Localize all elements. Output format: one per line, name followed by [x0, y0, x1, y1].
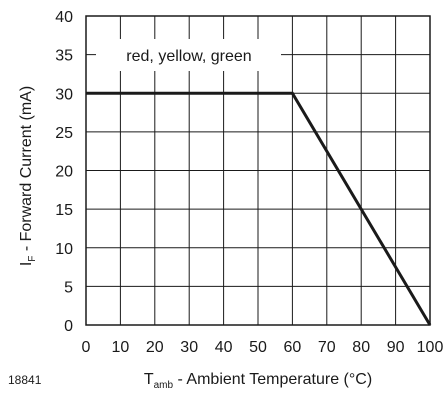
series-line	[86, 91, 432, 326]
annotation-label: red, yellow, green	[126, 48, 251, 65]
x-tick-label: 50	[249, 339, 267, 356]
x-tick-label: 0	[82, 339, 91, 356]
grid	[86, 16, 430, 325]
x-tick-label: 10	[112, 339, 130, 356]
y-tick-label: 25	[55, 125, 73, 142]
x-tick-label: 100	[417, 339, 444, 356]
plot-border	[85, 15, 431, 326]
x-tick-label: 70	[318, 339, 336, 356]
x-axis-label: Tamb - Ambient Temperature (°C)	[144, 371, 372, 391]
y-axis-label-subscript: F	[27, 256, 38, 262]
y-tick-label: 20	[55, 164, 73, 181]
series-layer	[86, 91, 432, 326]
x-tick-label: 30	[180, 339, 198, 356]
y-axis-label-symbol: I	[18, 262, 35, 266]
x-axis-label-symbol: T	[144, 371, 154, 388]
x-tick-label: 40	[215, 339, 233, 356]
y-tick-label: 10	[55, 241, 73, 258]
x-axis-label-text: - Ambient Temperature (°C)	[173, 371, 372, 388]
plot-frame	[85, 15, 431, 326]
y-tick-label: 30	[55, 86, 73, 103]
y-tick-label: 35	[55, 48, 73, 65]
y-tick-label: 5	[64, 279, 73, 296]
figure-id: 18841	[8, 373, 42, 387]
y-tick-label: 15	[55, 202, 73, 219]
x-tick-label: 90	[387, 339, 405, 356]
y-tick-labels: 0 5 10 15 20 25 30 35 40	[55, 9, 73, 335]
y-axis-label-text: - Forward Current (mA)	[18, 86, 35, 256]
y-axis-label: IF - Forward Current (mA)	[18, 86, 38, 266]
y-tick-label: 40	[55, 9, 73, 26]
x-tick-label: 80	[352, 339, 370, 356]
x-tick-label: 60	[284, 339, 302, 356]
x-tick-labels: 0 10 20 30 40 50 60 70 80 90 100	[82, 339, 444, 356]
annotation-background	[96, 39, 281, 71]
y-tick-label: 0	[64, 318, 73, 335]
x-tick-label: 20	[146, 339, 164, 356]
x-axis-label-subscript: amb	[154, 380, 174, 391]
